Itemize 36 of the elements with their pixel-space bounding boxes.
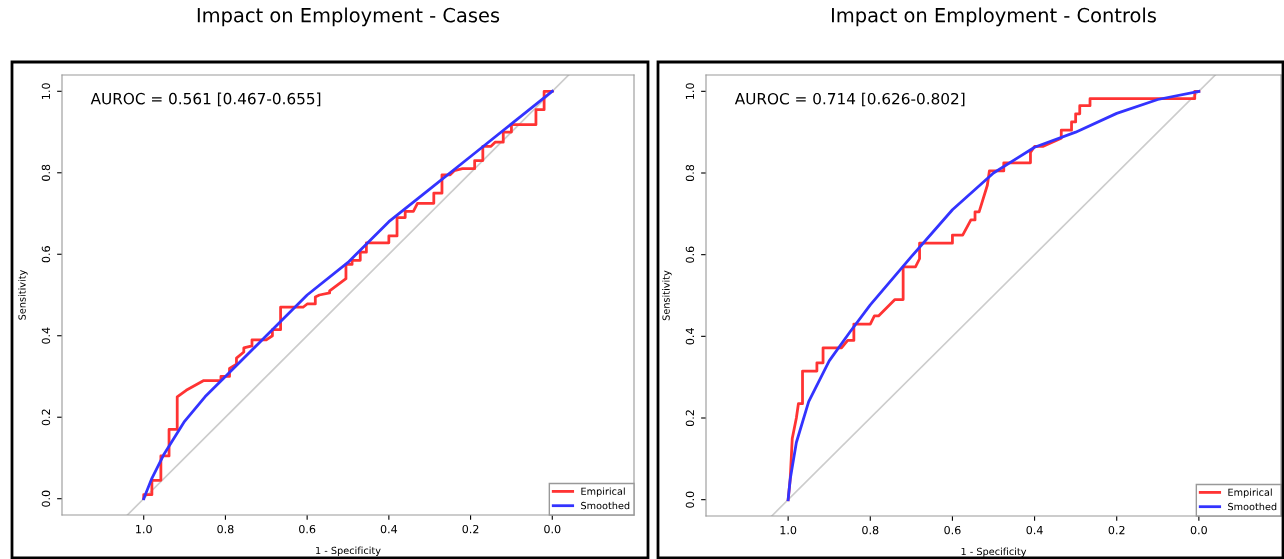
chart-title: Impact on Employment - Controls — [831, 7, 1156, 27]
y-tick-label: 0.4 — [685, 328, 695, 345]
x-tick-label: 0.0 — [1190, 525, 1207, 535]
y-tick-label: 0.0 — [41, 490, 51, 507]
x-tick-label: 0.0 — [544, 524, 561, 534]
x-tick-label: 0.4 — [1026, 525, 1043, 535]
y-tick-label: 0.8 — [685, 164, 695, 182]
y-axis-title: Sensitivity — [662, 270, 672, 321]
y-tick-label: 0.2 — [685, 410, 695, 427]
x-axis-title: 1 - Specificity — [316, 546, 381, 556]
y-tick-label: 0.6 — [41, 246, 51, 263]
y-axis-title: Sensitivity — [18, 269, 28, 320]
y-tick-label: 0.4 — [41, 327, 51, 344]
x-tick-label: 0.6 — [299, 524, 316, 534]
x-tick-label: 0.6 — [944, 525, 961, 535]
x-tick-label: 0.2 — [1108, 525, 1125, 535]
y-tick-label: 1.0 — [685, 83, 695, 99]
x-tick-label: 0.8 — [862, 525, 879, 535]
legend-label: Empirical — [1228, 488, 1272, 498]
x-tick-label: 0.8 — [217, 524, 234, 534]
y-tick-label: 0.6 — [685, 246, 695, 263]
x-tick-label: 1.0 — [780, 525, 797, 535]
annotation: AUROC = 0.561 [0.467-0.655] — [90, 92, 321, 107]
x-tick-label: 1.0 — [136, 524, 152, 534]
y-tick-label: 0.0 — [685, 491, 695, 508]
x-tick-label: 0.4 — [380, 524, 398, 534]
legend-label: Smoothed — [1228, 502, 1277, 511]
y-tick-label: 0.2 — [41, 409, 51, 426]
legend-label: Empirical — [581, 487, 625, 497]
annotation: AUROC = 0.714 [0.626-0.802] — [734, 92, 965, 107]
chart-title: Impact on Employment - Cases — [197, 7, 500, 27]
x-tick-label: 0.2 — [462, 524, 479, 534]
y-tick-label: 1.0 — [41, 83, 51, 99]
x-axis-title: 1 - Specificity — [961, 547, 1027, 557]
legend-label: Smoothed — [581, 501, 630, 510]
y-tick-label: 0.8 — [41, 164, 51, 181]
